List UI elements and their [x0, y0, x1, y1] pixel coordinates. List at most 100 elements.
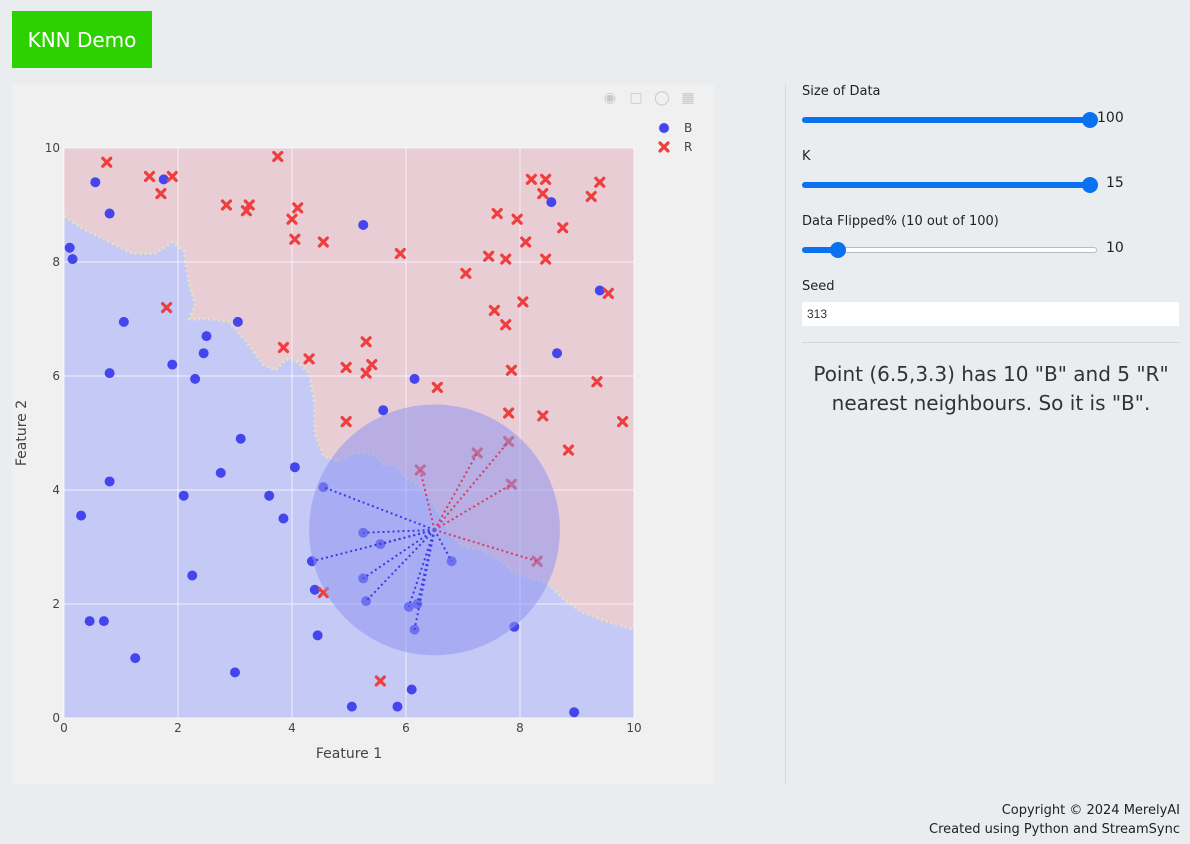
data-flipped-label: Data Flipped% (10 out of 100) [802, 214, 999, 229]
comment-icon[interactable]: ◯ [654, 90, 670, 106]
y-tick-label: 6 [52, 369, 60, 383]
r-point [602, 287, 614, 299]
x-tick-label: 0 [60, 721, 68, 735]
r-point [166, 170, 178, 183]
r-point [500, 253, 512, 265]
query-point [432, 527, 437, 532]
b-point [84, 616, 95, 627]
y-tick-label: 2 [52, 597, 60, 611]
y-tick-label: 4 [52, 483, 60, 497]
r-point [511, 213, 523, 225]
slider-fill [802, 117, 1090, 123]
data-flipped-slider[interactable]: 10 [802, 238, 1132, 260]
r-point [240, 205, 252, 217]
b-point [358, 219, 369, 230]
slider-thumb[interactable] [1082, 112, 1098, 128]
r-point [277, 341, 290, 354]
r-point [517, 296, 529, 308]
seed-input[interactable] [802, 302, 1179, 326]
neighbour-line [311, 528, 435, 563]
r-point [143, 170, 156, 183]
neighbour-line [365, 529, 436, 602]
r-point [540, 253, 552, 265]
b-point [167, 359, 178, 370]
r-point [340, 416, 352, 428]
r-point [360, 336, 372, 348]
neighbour-line [419, 469, 436, 531]
b-point [104, 368, 115, 379]
b-point [406, 684, 417, 695]
r-point [431, 381, 443, 393]
b-point [230, 667, 240, 678]
neighbour-line [362, 529, 436, 580]
plot-modebar: ◉ □ ◯ ▦ [600, 88, 698, 108]
r-point [317, 236, 329, 248]
r-point [289, 233, 301, 245]
b-point [190, 373, 201, 384]
size-of-data-slider[interactable]: 100 [802, 108, 1132, 130]
b-point [76, 510, 87, 521]
x-tick-label: 2 [174, 721, 182, 735]
k-value: 15 [1106, 175, 1124, 191]
r-point [500, 319, 512, 331]
r-point [286, 213, 298, 225]
r-point [505, 364, 518, 376]
k-label: K [802, 149, 811, 164]
b-point [98, 616, 109, 627]
r-point [272, 150, 284, 163]
b-point [312, 630, 323, 641]
r-point [220, 199, 233, 211]
b-point [158, 174, 169, 185]
neighbour-line [433, 440, 510, 531]
app-title-button[interactable]: KNN Demo [12, 11, 152, 68]
b-point [118, 316, 129, 327]
b-point [594, 285, 605, 296]
k-slider[interactable]: 15 [802, 173, 1132, 195]
x-tick-label: 10 [626, 721, 641, 735]
r-point [520, 236, 532, 248]
camera-icon[interactable]: ◉ [603, 90, 617, 106]
size-of-data-label: Size of Data [802, 84, 881, 99]
neighbour-line [363, 528, 435, 534]
x-tick-label: 8 [516, 721, 524, 735]
knn-scatter-chart[interactable]: 0 2 4 6 8 10 0 2 4 6 8 10 Feature 1 Feature 2 BR [12, 84, 714, 784]
b-point [546, 197, 557, 208]
r-point [537, 188, 549, 200]
r-point [303, 353, 315, 365]
b-point [198, 348, 209, 359]
r-point [360, 367, 372, 379]
b-point [104, 208, 115, 219]
b-point [346, 701, 357, 712]
r-point [537, 410, 549, 422]
select-box-icon[interactable]: □ [629, 90, 643, 106]
r-point [591, 376, 603, 388]
r-point [585, 190, 597, 203]
b-point [64, 242, 75, 253]
r-point [562, 444, 575, 456]
r-point [394, 247, 406, 260]
slider-thumb[interactable] [1082, 177, 1098, 193]
b-point [178, 490, 189, 501]
r-point [617, 416, 629, 428]
legend-label-b: B [684, 121, 692, 135]
legend-label-r: R [684, 140, 692, 154]
section-divider [802, 342, 1180, 343]
b-point [104, 476, 115, 487]
b-point [289, 462, 300, 473]
y-tick-label: 0 [52, 711, 60, 725]
b-point [552, 348, 563, 359]
slider-thumb[interactable] [830, 242, 846, 258]
b-point [264, 490, 275, 501]
r-point [483, 250, 495, 262]
neighbour-line [413, 529, 436, 630]
r-point [155, 188, 167, 200]
r-point [292, 202, 304, 214]
b-point [215, 467, 226, 478]
result-line-2: nearest neighbours. So it is "B". [831, 391, 1151, 415]
b-point [67, 254, 78, 265]
bar-chart-icon[interactable]: ▦ [681, 90, 695, 106]
b-point [201, 331, 212, 342]
b-point [278, 513, 289, 524]
b-point [130, 653, 141, 664]
